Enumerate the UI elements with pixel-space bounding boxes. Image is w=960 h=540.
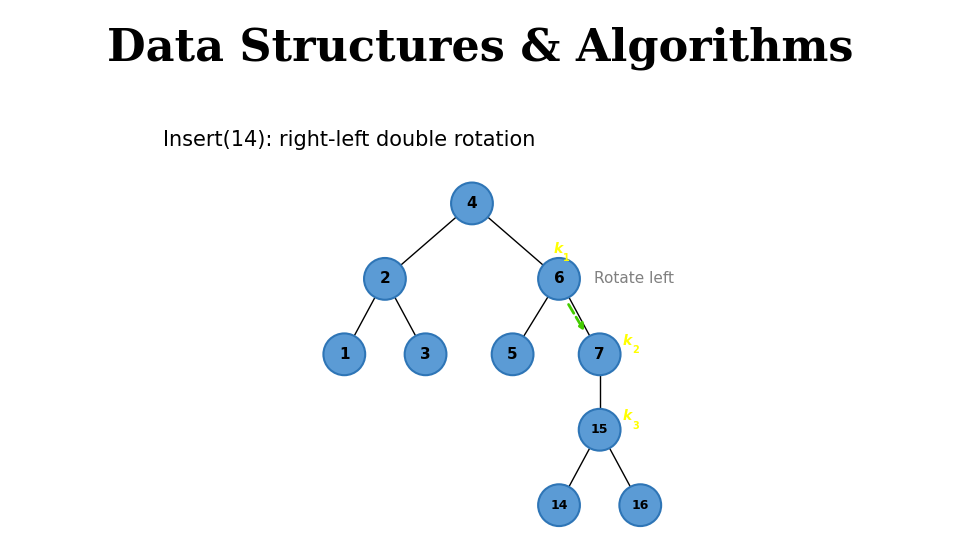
Text: 4: 4 xyxy=(467,196,477,211)
Text: 3: 3 xyxy=(632,421,639,430)
Text: k: k xyxy=(623,409,632,423)
Text: 7: 7 xyxy=(594,347,605,362)
Text: k: k xyxy=(553,242,563,256)
Circle shape xyxy=(492,333,534,375)
Text: 2: 2 xyxy=(379,272,391,286)
Text: Rotate left: Rotate left xyxy=(594,272,674,286)
Text: 15: 15 xyxy=(591,423,609,436)
Circle shape xyxy=(405,333,446,375)
Circle shape xyxy=(539,484,580,526)
Text: 5: 5 xyxy=(507,347,517,362)
Circle shape xyxy=(451,183,492,224)
Circle shape xyxy=(324,333,365,375)
Circle shape xyxy=(579,333,620,375)
Text: Data Structures & Algorithms: Data Structures & Algorithms xyxy=(107,27,853,71)
Circle shape xyxy=(364,258,406,300)
Text: 1: 1 xyxy=(339,347,349,362)
Circle shape xyxy=(539,258,580,300)
Text: 16: 16 xyxy=(632,498,649,512)
Text: 3: 3 xyxy=(420,347,431,362)
Circle shape xyxy=(619,484,661,526)
Text: Insert(14): right-left double rotation: Insert(14): right-left double rotation xyxy=(163,130,536,150)
Text: 14: 14 xyxy=(550,498,567,512)
Text: k: k xyxy=(623,334,632,348)
Text: 1: 1 xyxy=(563,253,569,264)
Text: 2: 2 xyxy=(632,345,639,355)
Circle shape xyxy=(579,409,620,451)
Text: 6: 6 xyxy=(554,272,564,286)
